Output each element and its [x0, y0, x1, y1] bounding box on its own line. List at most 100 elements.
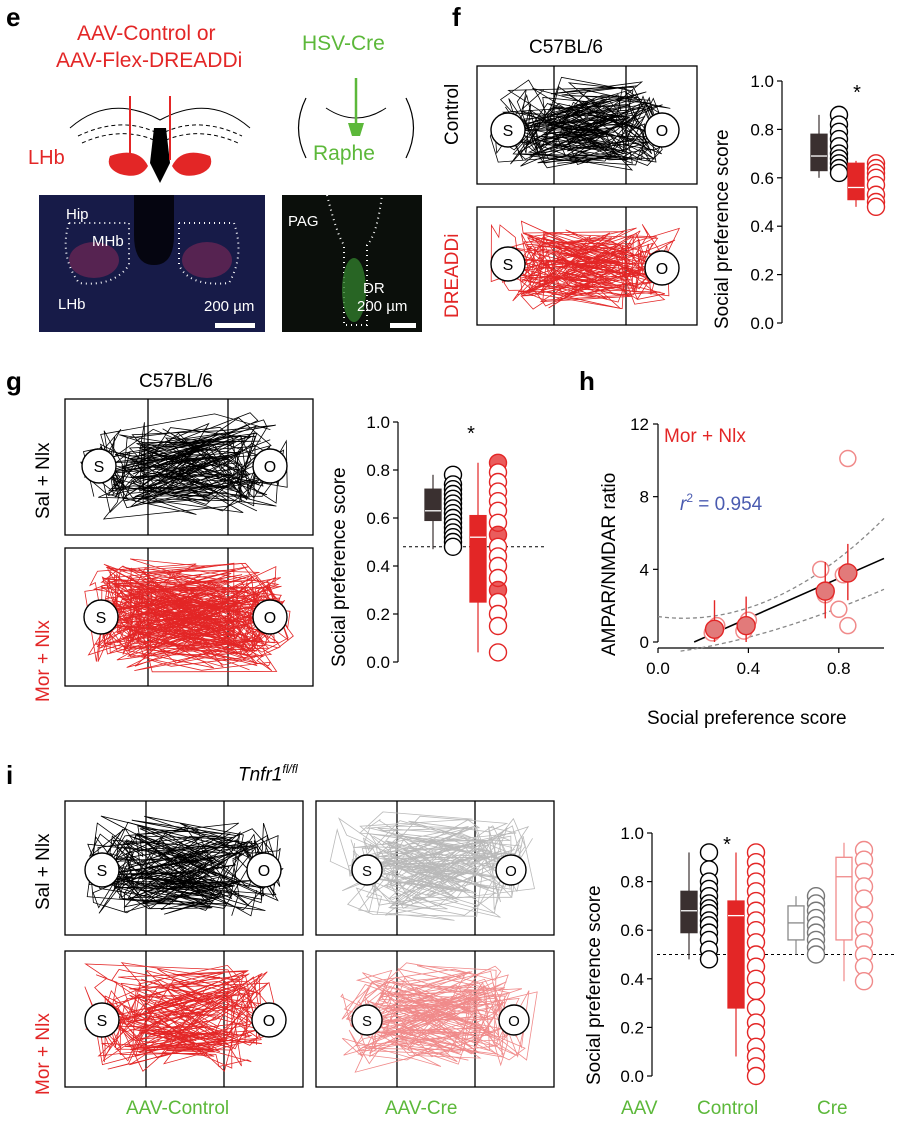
- panel-letter-h: h: [579, 366, 595, 396]
- panel-i-title-sup: fl/fl: [282, 762, 298, 776]
- trajectory-path: [101, 577, 281, 660]
- y-tick-label: 0.8: [750, 120, 774, 139]
- y-tick-label: 0.8: [366, 461, 390, 480]
- y-tick-label: 0.6: [366, 509, 390, 528]
- data-point: [699, 950, 719, 969]
- arena-i-control-mor: S O: [64, 950, 304, 1088]
- mean-point: [838, 563, 858, 583]
- panel-i-col-right: AAV-Cre: [385, 1098, 458, 1119]
- virus-right-label: HSV-Cre: [302, 32, 385, 55]
- chart-g: 1.0 0.8 0.6 0.4 0.2 0.0 *: [366, 413, 544, 672]
- data-point: [806, 945, 826, 964]
- y-tick-label: 0: [640, 633, 649, 652]
- mean-point: [815, 581, 835, 601]
- chart-h: 12 8 4 0 0.0 0.4 0.8 Mor + Nlx r2 = 0.954: [630, 415, 885, 678]
- trajectory-path: [99, 835, 265, 915]
- chart-f: 1.0 0.8 0.6 0.4 0.2 0.0 *: [750, 72, 886, 333]
- ci-lower: [680, 588, 885, 652]
- ci-upper: [657, 518, 885, 619]
- x-tick-label: 0.4: [737, 659, 761, 678]
- panel-i-title-main: Tnfr1: [238, 764, 283, 786]
- data-point: [746, 981, 766, 1001]
- y-tick-label: 0.4: [620, 970, 644, 989]
- trajectory-path: [509, 76, 670, 167]
- trajectory-path: [101, 417, 288, 502]
- trajectory-path: [98, 433, 230, 515]
- y-tick-label: 0.4: [750, 217, 774, 236]
- box: [469, 514, 487, 603]
- trajectory-path: [350, 965, 511, 1067]
- data-point: [830, 600, 848, 619]
- arena-i-control-sal-s-label: S: [97, 863, 108, 880]
- y-tick-label: 0.8: [620, 873, 644, 892]
- arena-g-mor-s-label: S: [96, 610, 107, 627]
- trajectory-path: [86, 815, 244, 916]
- trajectory-path: [97, 595, 261, 671]
- y-tick-label: 0.4: [366, 557, 390, 576]
- significance-star: *: [467, 423, 475, 445]
- panel-letter-f: f: [452, 2, 461, 32]
- panel-g-row-top: Sal + Nlx: [33, 442, 54, 519]
- y-tick-label: 1.0: [366, 413, 390, 432]
- panel-g-title: C57BL/6: [139, 371, 213, 392]
- brain-schematic-lhb: [69, 96, 251, 183]
- histology-lhb-image: [39, 195, 265, 332]
- x-tick-label: 0.0: [646, 659, 670, 678]
- trajectory-path: [508, 89, 669, 166]
- histo-hip-label: Hip: [66, 206, 89, 223]
- x-tick-label: 0.8: [827, 659, 851, 678]
- panel-i-x-label-aav: AAV: [621, 1098, 658, 1119]
- virus-left-line-1: AAV-Control or: [77, 22, 216, 45]
- histo-lhb-label: LHb: [58, 296, 86, 313]
- arena-g-sal: S O: [64, 398, 314, 536]
- histo-right-scale-label: 200 µm: [357, 298, 408, 315]
- box: [680, 890, 698, 934]
- arena-g-sal-s-label: S: [94, 459, 105, 476]
- y-tick-label: 0.0: [620, 1067, 644, 1086]
- data-point: [746, 1066, 766, 1086]
- y-tick-label: 12: [630, 415, 649, 434]
- trajectory-path: [85, 970, 273, 1051]
- trajectory-path: [99, 972, 263, 1062]
- y-tick-label: 0.2: [620, 1018, 644, 1037]
- panel-g-row-bottom: Mor + Nlx: [33, 620, 54, 702]
- data-point: [839, 616, 857, 635]
- arena-f-control-s-label: S: [503, 123, 514, 140]
- box: [835, 856, 853, 941]
- arena-f-control-o-label: O: [656, 123, 668, 140]
- data-point: [699, 843, 719, 862]
- y-tick-label: 1.0: [750, 72, 774, 91]
- arena-i-control-mor-s-label: S: [97, 1013, 108, 1030]
- arena-f-control: S O: [476, 65, 698, 185]
- arena-i-control-mor-o-label: O: [263, 1013, 275, 1030]
- histo-pag-label: PAG: [288, 213, 319, 230]
- panel-i-row-top: Sal + Nlx: [33, 833, 54, 910]
- panel-f-title: C57BL/6: [529, 37, 603, 58]
- trajectory-path: [509, 235, 670, 305]
- panel-i-title: Tnfr1fl/fl: [238, 762, 298, 786]
- y-tick-label: 1.0: [620, 824, 644, 843]
- data-point: [854, 889, 874, 908]
- trajectory-path: [84, 963, 268, 1069]
- target-left-label: LHb: [28, 147, 65, 169]
- trajectory-path: [342, 833, 535, 921]
- box: [727, 900, 745, 1009]
- panel-i-ylabel: Social preference score: [584, 885, 605, 1085]
- chart-title: Mor + Nlx: [664, 426, 746, 447]
- trajectory-path: [350, 811, 533, 897]
- panel-i-col-left: AAV-Control: [126, 1098, 230, 1119]
- data-point: [488, 643, 508, 662]
- y-tick-label: 0.6: [750, 169, 774, 188]
- r-squared-annotation: r2 = 0.954: [680, 491, 763, 515]
- target-right-label: Raphe: [313, 142, 375, 165]
- box: [847, 162, 865, 201]
- trajectory-path: [343, 981, 526, 1063]
- arena-i-cre-mor-s-label: S: [362, 1013, 372, 1030]
- histo-mhb-label: MHb: [92, 233, 124, 250]
- panel-letter-e: e: [6, 2, 21, 32]
- box: [424, 488, 442, 522]
- trajectory-path: [100, 558, 282, 671]
- y-tick-label: 4: [640, 560, 649, 579]
- data-point: [443, 537, 463, 557]
- mean-point: [736, 615, 756, 636]
